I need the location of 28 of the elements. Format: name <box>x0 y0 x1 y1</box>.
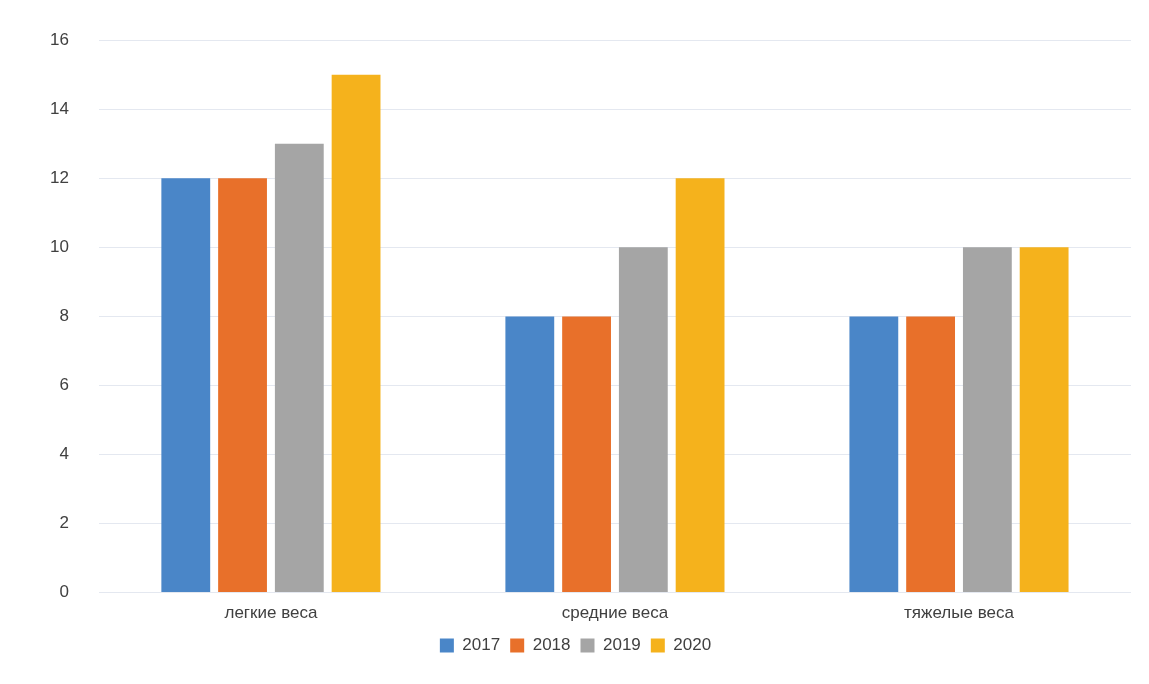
bar <box>331 74 381 593</box>
y-tick-label: 8 <box>59 306 69 326</box>
legend-label: 2017 <box>462 635 501 655</box>
y-tick-label: 10 <box>49 237 69 257</box>
bar <box>618 247 668 593</box>
bar <box>218 178 267 593</box>
y-tick-label: 4 <box>59 444 69 464</box>
legend-label: 2019 <box>603 635 641 655</box>
legend-label: 2020 <box>673 635 712 655</box>
x-tick-label: средние веса <box>561 603 669 623</box>
bar <box>505 316 555 593</box>
bar <box>675 178 725 593</box>
bar <box>274 143 324 593</box>
bar <box>161 178 211 593</box>
bar <box>562 316 611 593</box>
y-tick-label: 14 <box>49 98 69 118</box>
y-tick-label: 12 <box>49 167 69 187</box>
bar <box>906 316 956 593</box>
y-tick-label: 2 <box>59 513 69 533</box>
x-tick-label: тяжелые веса <box>904 603 1015 623</box>
y-tick-label: 0 <box>59 582 69 602</box>
bar <box>962 247 1012 593</box>
bar <box>849 316 899 593</box>
legend-label: 2018 <box>532 635 571 655</box>
y-tick-label: 16 <box>49 29 69 49</box>
y-tick-label: 6 <box>59 375 69 395</box>
x-tick-label: легкие веса <box>224 603 318 623</box>
bar <box>1019 247 1069 593</box>
